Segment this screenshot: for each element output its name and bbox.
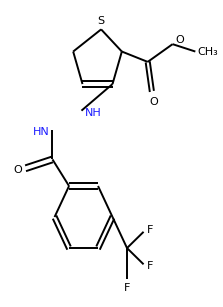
- Text: F: F: [147, 261, 153, 271]
- Text: O: O: [150, 97, 158, 107]
- Text: CH₃: CH₃: [197, 47, 218, 56]
- Text: NH: NH: [85, 108, 101, 118]
- Text: F: F: [124, 283, 130, 293]
- Text: O: O: [14, 165, 23, 175]
- Text: O: O: [176, 35, 184, 45]
- Text: S: S: [98, 16, 105, 26]
- Text: F: F: [147, 225, 153, 235]
- Text: HN: HN: [33, 127, 49, 137]
